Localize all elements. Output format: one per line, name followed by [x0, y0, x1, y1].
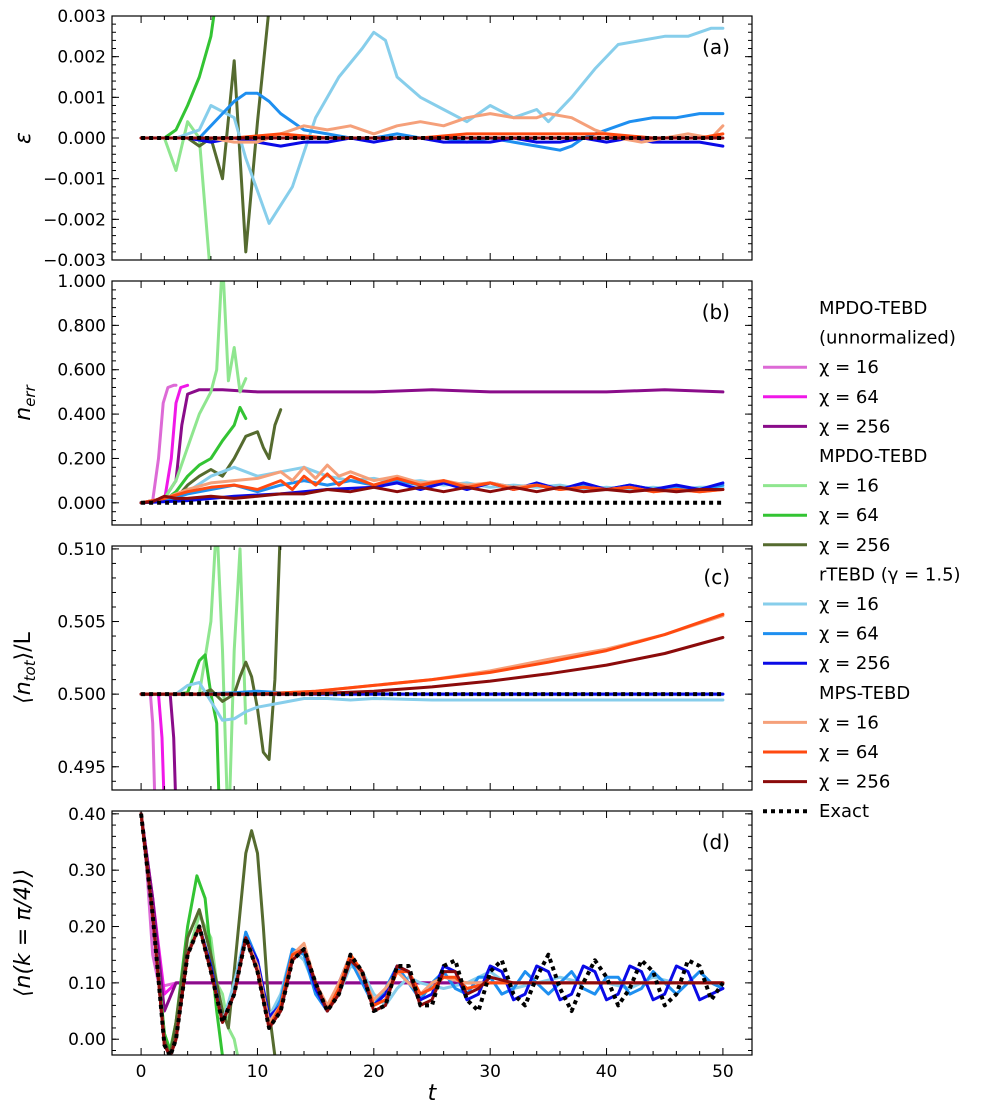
- y-axis-label: ⟨n(k = π/4)⟩: [11, 869, 36, 997]
- y-tick-label: 0.003: [57, 7, 106, 27]
- y-tick-label: 0.495: [57, 758, 106, 778]
- y-tick-label: 0.200: [57, 449, 106, 469]
- y-tick-label: 0.002: [57, 48, 106, 68]
- y-axis-label: nerr: [11, 384, 39, 420]
- y-tick-label: 0.800: [57, 316, 106, 336]
- panel-label: (b): [702, 300, 730, 324]
- y-tick-label: −0.002: [43, 210, 106, 230]
- legend-group-title: MPS-TEBD: [819, 683, 910, 704]
- x-axis-label: t: [428, 1081, 438, 1106]
- series-line-mps-chi256: [139, 485, 725, 505]
- panel-b: 0.000 0.200 0.400 0.600 0.800 1.000 nerr (b): [11, 272, 753, 526]
- y-tick-label: 0.510: [57, 540, 106, 560]
- axes-frame: [111, 545, 753, 791]
- series-group: [139, 546, 725, 790]
- series-group: [139, 812, 725, 1055]
- legend-group-title: MPDO-TEBD: [819, 298, 927, 319]
- legend-label-rt-chi64: χ = 64: [819, 624, 879, 645]
- series-line-mps-chi16: [139, 614, 725, 696]
- panel-c: 0.495 0.500 0.505 0.510 ⟨ntot⟩/L (c): [11, 540, 753, 791]
- y-tick-label: 0.001: [57, 88, 106, 108]
- axes-frame: [111, 280, 753, 526]
- x-tick-label: 10: [247, 1062, 269, 1082]
- y-tick-label: 0.00: [68, 1030, 106, 1050]
- y-tick-label: 0.500: [57, 685, 106, 705]
- x-tick-label: 40: [596, 1062, 618, 1082]
- series-line-un-chi16: [139, 812, 725, 988]
- series-line-un-chi64: [139, 812, 725, 996]
- x-tick-label: 20: [363, 1062, 385, 1082]
- legend-label-rt-chi16: χ = 16: [819, 594, 879, 615]
- legend-label-un-chi16: χ = 16: [819, 357, 879, 378]
- y-axis-label: ε: [11, 132, 36, 144]
- legend-label-un-chi64: χ = 64: [819, 387, 879, 408]
- y-tick-label: 0.505: [57, 613, 106, 633]
- series-line-rt-chi16: [139, 681, 725, 722]
- panel-label: (d): [702, 830, 730, 854]
- y-tick-label: 0.40: [68, 805, 106, 825]
- x-tick-label: 30: [479, 1062, 501, 1082]
- y-tick-label: 1.000: [57, 272, 106, 292]
- panel-label: (a): [702, 35, 730, 59]
- panel-d: 0 10 20 30 40 50 0.00 0.10 0.20 0.30 0.40 ⟨n(k = π/…: [11, 805, 753, 1082]
- series-line-mps-chi256: [139, 636, 725, 696]
- legend-label-un-chi256: χ = 256: [819, 416, 890, 437]
- y-tick-label: −0.003: [43, 251, 106, 271]
- legend-group-title: (unnormalized): [819, 328, 956, 349]
- legend: MPDO-TEBD (unnormalized) χ = 16 χ = 64 χ = 2…: [763, 298, 961, 822]
- legend-label-mpdo-chi16: χ = 16: [819, 476, 879, 497]
- series-line-un-chi256: [139, 388, 725, 505]
- series-line-mpdo-chi256: [139, 408, 283, 505]
- legend-label-mps-chi16: χ = 16: [819, 712, 879, 733]
- legend-label-exact: Exact: [819, 801, 869, 822]
- legend-label-mps-chi64: χ = 64: [819, 742, 879, 763]
- legend-group-title: rTEBD (γ = 1.5): [819, 564, 961, 585]
- series-group: [139, 281, 725, 505]
- panel-label: (c): [703, 565, 730, 589]
- legend-label-mps-chi256: χ = 256: [819, 772, 890, 793]
- legend-label-mpdo-chi64: χ = 64: [819, 505, 879, 526]
- y-tick-label: 0.10: [68, 974, 106, 994]
- series-line-mpdo-chi256: [139, 546, 282, 761]
- y-tick-label: 0.000: [57, 129, 106, 149]
- legend-label-mpdo-chi256: χ = 256: [819, 535, 890, 556]
- y-tick-label: 0.30: [68, 861, 106, 881]
- series-group: [139, 16, 725, 260]
- series-line-exact: [139, 813, 725, 1055]
- y-tick-label: 0.20: [68, 918, 106, 938]
- y-tick-label: 0.000: [57, 494, 106, 514]
- y-tick-label: 0.600: [57, 361, 106, 381]
- y-tick-label: −0.001: [43, 170, 106, 190]
- y-axis-label: ⟨ntot⟩/L: [11, 631, 39, 703]
- series-line-mps-chi64: [139, 612, 725, 696]
- legend-label-rt-chi256: χ = 256: [819, 653, 890, 674]
- axes-frame: [111, 810, 753, 1056]
- series-line-un-chi16: [139, 692, 157, 790]
- x-tick-label: 50: [712, 1062, 734, 1082]
- legend-group-title: MPDO-TEBD: [819, 446, 927, 467]
- x-tick-label: 0: [136, 1062, 147, 1082]
- y-tick-label: 0.400: [57, 405, 106, 425]
- series-line-rt-chi16: [139, 26, 725, 225]
- series-line-mpdo-chi16: [139, 281, 248, 505]
- series-line-un-chi16: [139, 383, 178, 505]
- panel-a: −0.003 −0.002 −0.001 0.000 0.001 0.002 0.003 ε (…: [11, 7, 753, 271]
